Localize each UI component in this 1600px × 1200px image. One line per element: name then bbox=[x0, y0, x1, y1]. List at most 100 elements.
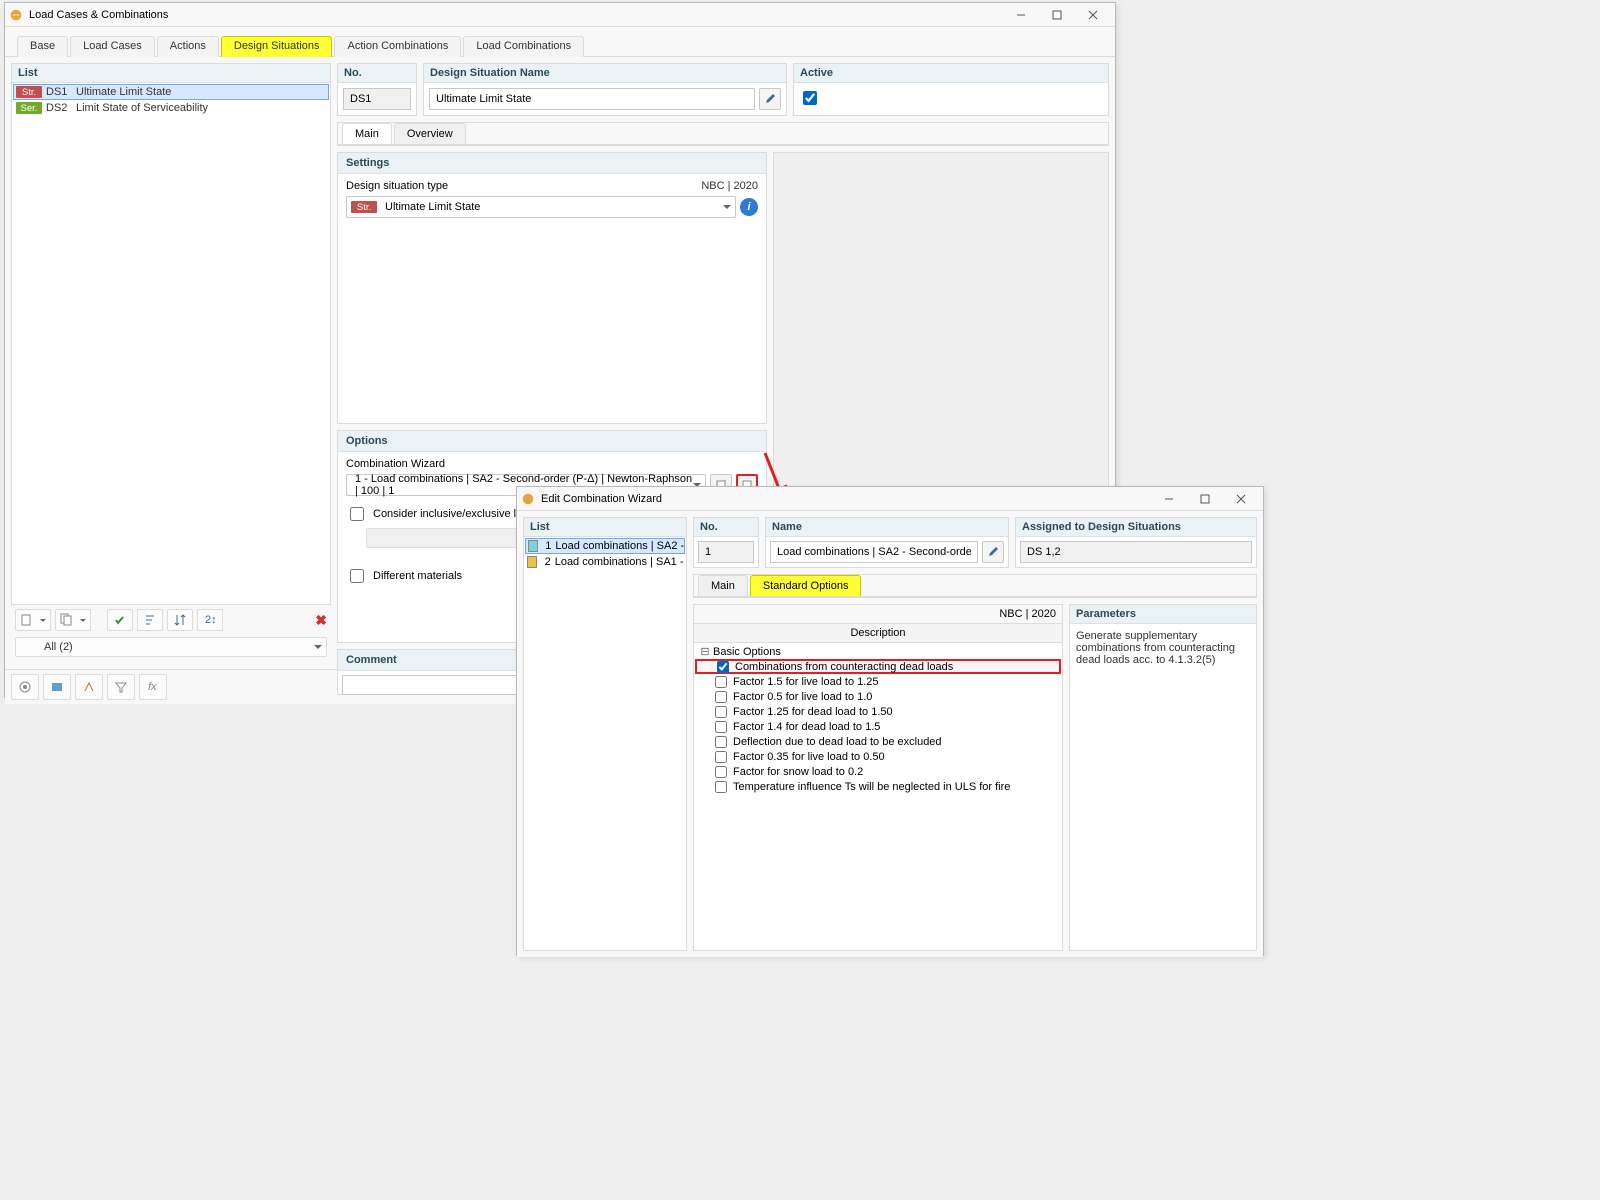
ds-code: DS2 bbox=[46, 102, 76, 114]
chk-materials-label: Different materials bbox=[373, 570, 462, 582]
opt-row[interactable]: Factor 0.35 for live load to 0.50 bbox=[695, 749, 1061, 764]
cw-no-header: No. bbox=[694, 518, 758, 537]
minimize-button[interactable] bbox=[1151, 488, 1187, 510]
opt-label: Factor 1.4 for dead load to 1.5 bbox=[731, 721, 880, 733]
tab-actions[interactable]: Actions bbox=[157, 36, 219, 57]
chk-materials[interactable] bbox=[350, 569, 364, 583]
opt-row[interactable]: Deflection due to dead load to be exclud… bbox=[695, 734, 1061, 749]
opt-checkbox[interactable] bbox=[715, 781, 727, 793]
filter2-button[interactable] bbox=[107, 674, 135, 700]
copy-button[interactable] bbox=[55, 609, 91, 631]
filter-dropdown[interactable]: All (2) bbox=[15, 637, 327, 657]
renumber-button[interactable] bbox=[167, 609, 193, 631]
opt-checkbox[interactable] bbox=[715, 676, 727, 688]
ds-row-2[interactable]: Ser. DS2 Limit State of Serviceability bbox=[13, 100, 329, 116]
svg-text:2↕: 2↕ bbox=[205, 614, 217, 626]
ds-row-1[interactable]: Str. DS1 Ultimate Limit State bbox=[13, 84, 329, 100]
minimize-button[interactable] bbox=[1003, 4, 1039, 26]
standard-label: NBC | 2020 bbox=[701, 180, 758, 192]
sort-button[interactable] bbox=[137, 609, 163, 631]
delete-button[interactable]: ✖ bbox=[315, 612, 327, 629]
options-header: Options bbox=[338, 431, 766, 452]
edit-name-button[interactable] bbox=[982, 541, 1004, 563]
opt-checkbox[interactable] bbox=[715, 721, 727, 733]
chk-inclusive[interactable] bbox=[350, 507, 364, 521]
close-button[interactable] bbox=[1075, 4, 1111, 26]
tab-action-combinations[interactable]: Action Combinations bbox=[334, 36, 461, 57]
cw-list-row-2[interactable]: 2 Load combinations | SA1 - Geom bbox=[525, 554, 685, 570]
new-button[interactable] bbox=[15, 609, 51, 631]
opt-checkbox[interactable] bbox=[717, 661, 729, 673]
subtab-main[interactable]: Main bbox=[342, 123, 392, 144]
help-button[interactable] bbox=[11, 674, 39, 700]
opt-label: Factor 0.35 for live load to 0.50 bbox=[731, 751, 885, 763]
type-dropdown[interactable]: Str. Ultimate Limit State bbox=[346, 196, 736, 218]
edit-name-button[interactable] bbox=[759, 88, 781, 110]
subtab-overview[interactable]: Overview bbox=[394, 123, 466, 144]
opt-row[interactable]: Factor 1.4 for dead load to 1.5 bbox=[695, 719, 1061, 734]
type-value: Ultimate Limit State bbox=[381, 201, 723, 213]
badge-str: Str. bbox=[16, 86, 42, 98]
opt-checkbox[interactable] bbox=[715, 691, 727, 703]
opt-row[interactable]: Combinations from counteracting dead loa… bbox=[695, 659, 1061, 674]
opt-checkbox[interactable] bbox=[715, 736, 727, 748]
opt-row[interactable]: Factor 1.25 for dead load to 1.50 bbox=[695, 704, 1061, 719]
filter-value: All (2) bbox=[20, 641, 314, 653]
ds-name: Ultimate Limit State bbox=[76, 86, 171, 98]
maximize-button[interactable] bbox=[1187, 488, 1223, 510]
units-button[interactable] bbox=[75, 674, 103, 700]
info-icon[interactable]: i bbox=[740, 198, 758, 216]
subtab-main[interactable]: Main bbox=[698, 575, 748, 596]
opt-checkbox[interactable] bbox=[715, 706, 727, 718]
tab-load-cases[interactable]: Load Cases bbox=[70, 36, 155, 57]
cw-name: Load combinations | SA2 - Secon bbox=[555, 540, 684, 552]
list-toolbar: 2↕ ✖ bbox=[11, 605, 331, 635]
opt-row[interactable]: Factor 1.5 for live load to 1.25 bbox=[695, 674, 1061, 689]
script-button[interactable]: fx bbox=[139, 674, 167, 700]
window-title: Load Cases & Combinations bbox=[29, 9, 168, 21]
color-swatch bbox=[527, 556, 537, 568]
badge-ser: Ser. bbox=[16, 102, 42, 114]
check-button[interactable] bbox=[107, 609, 133, 631]
tab-load-combinations[interactable]: Load Combinations bbox=[463, 36, 584, 57]
color-swatch bbox=[528, 540, 538, 552]
opt-label: Deflection due to dead load to be exclud… bbox=[731, 736, 942, 748]
edit-cw-window: Edit Combination Wizard List 1 Load comb… bbox=[516, 486, 1264, 956]
tab-design-situations[interactable]: Design Situations bbox=[221, 36, 333, 57]
chevron-down-icon bbox=[314, 645, 322, 653]
cw-name-field[interactable] bbox=[770, 541, 978, 563]
opt-label: Factor for snow load to 0.2 bbox=[731, 766, 863, 778]
opt-checkbox[interactable] bbox=[715, 751, 727, 763]
app-icon bbox=[521, 492, 535, 506]
svg-text:fx: fx bbox=[148, 681, 157, 693]
opt-checkbox[interactable] bbox=[715, 766, 727, 778]
opt-label: Combinations from counteracting dead loa… bbox=[733, 661, 953, 673]
opt-row[interactable]: Factor for snow load to 0.2 bbox=[695, 764, 1061, 779]
opt-label: Factor 0.5 for live load to 1.0 bbox=[731, 691, 872, 703]
params-text: Generate supplementary combinations from… bbox=[1070, 624, 1256, 672]
calc-button[interactable] bbox=[43, 674, 71, 700]
ds-code: DS1 bbox=[46, 86, 76, 98]
titlebar: Edit Combination Wizard bbox=[517, 487, 1263, 511]
ds-list: Str. DS1 Ultimate Limit State Ser. DS2 L… bbox=[12, 83, 330, 604]
cw-list-row-1[interactable]: 1 Load combinations | SA2 - Secon bbox=[525, 538, 685, 554]
maximize-button[interactable] bbox=[1039, 4, 1075, 26]
ds-name: Limit State of Serviceability bbox=[76, 102, 208, 114]
settings-button[interactable]: 2↕ bbox=[197, 609, 223, 631]
dsn-header: Design Situation Name bbox=[424, 64, 786, 83]
badge-str: Str. bbox=[351, 201, 377, 213]
active-header: Active bbox=[794, 64, 1108, 83]
tab-base[interactable]: Base bbox=[17, 36, 68, 57]
opt-row[interactable]: Factor 0.5 for live load to 1.0 bbox=[695, 689, 1061, 704]
active-checkbox[interactable] bbox=[803, 91, 817, 105]
close-button[interactable] bbox=[1223, 488, 1259, 510]
opt-group[interactable]: ⊟ Basic Options bbox=[695, 644, 1061, 659]
dsn-field[interactable] bbox=[429, 88, 755, 110]
params-header: Parameters bbox=[1070, 605, 1256, 624]
subtab-standard-options[interactable]: Standard Options bbox=[750, 575, 862, 596]
titlebar: Load Cases & Combinations bbox=[5, 3, 1115, 27]
cw-label: Combination Wizard bbox=[346, 458, 758, 470]
cw-assigned-header: Assigned to Design Situations bbox=[1016, 518, 1256, 537]
opt-row[interactable]: Temperature influence Ts will be neglect… bbox=[695, 779, 1061, 794]
settings-header: Settings bbox=[338, 153, 766, 174]
